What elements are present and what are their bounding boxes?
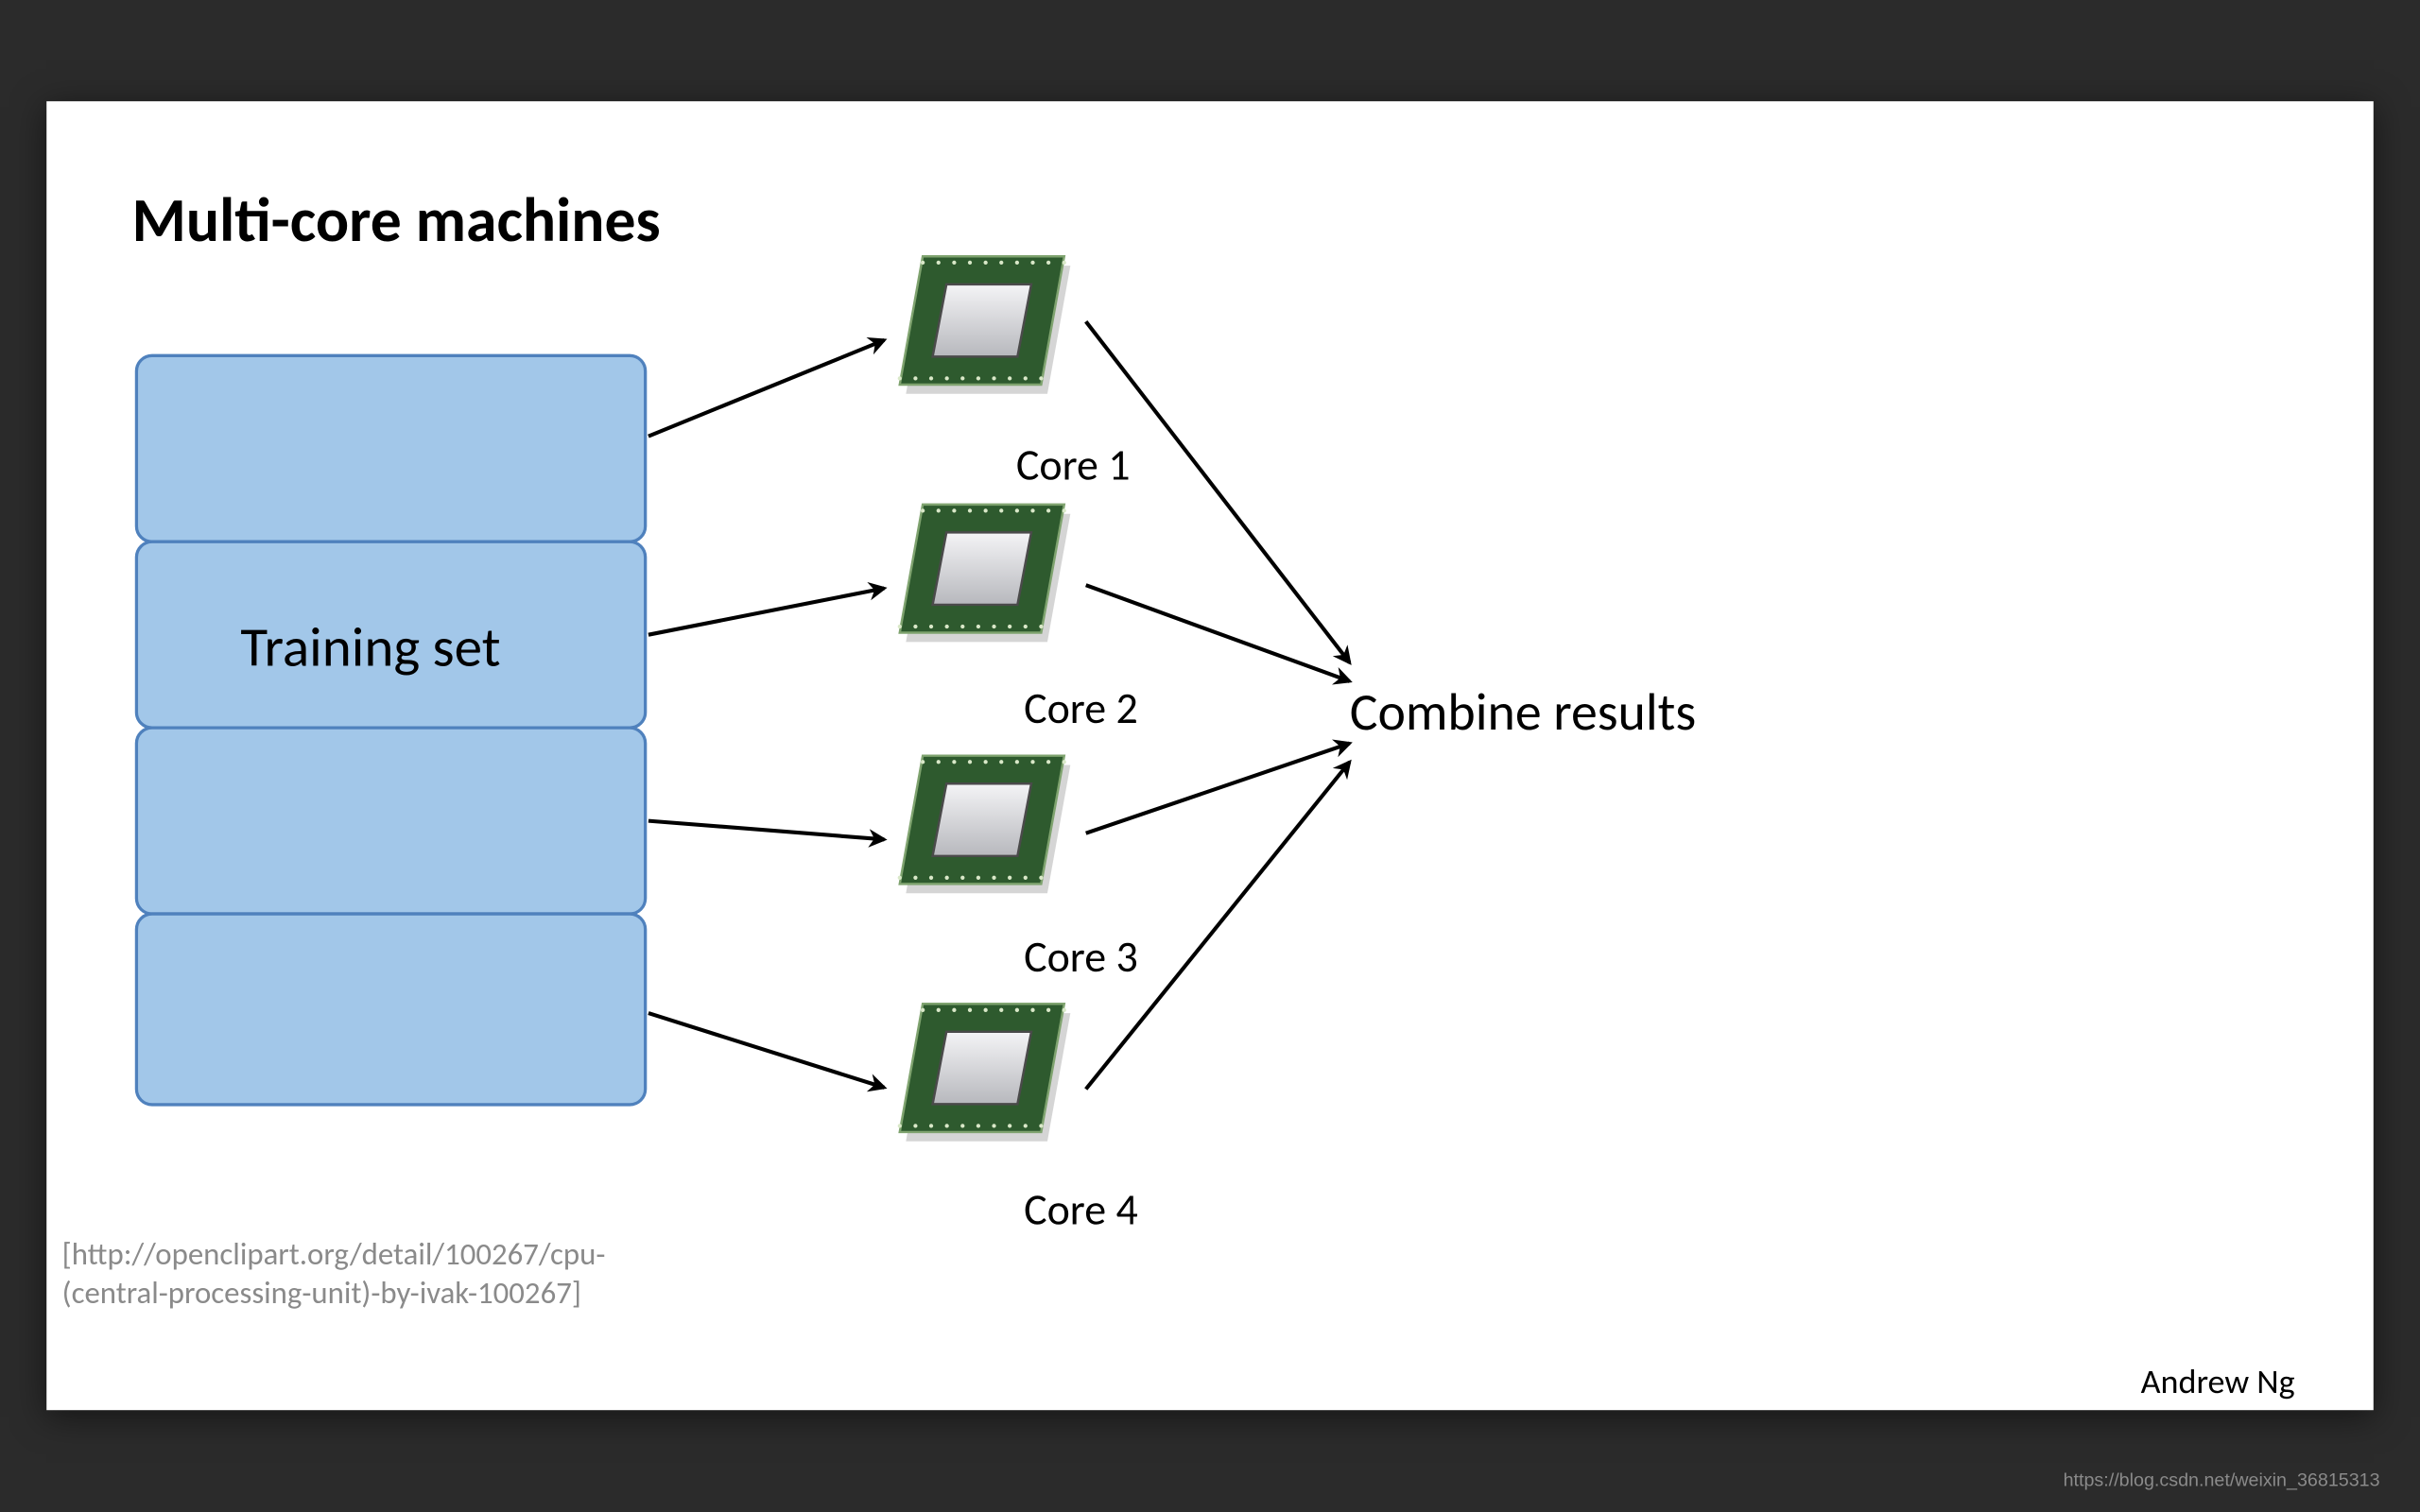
slide: Multi-core machines Training set Core 1 …	[46, 101, 2374, 1410]
combine-results-label: Combine results	[1350, 681, 1696, 745]
arrows-layer	[46, 101, 2374, 1410]
stage: Multi-core machines Training set Core 1 …	[0, 11, 2420, 1500]
attribution-line1: [http://openclipart.org/detail/100267/cp…	[62, 1237, 606, 1274]
author-label: Andrew Ng	[2141, 1361, 2295, 1402]
attribution-text: [http://openclipart.org/detail/100267/cp…	[62, 1237, 606, 1314]
attribution-line2: (central-processing-unit)-by-ivak-100267…	[62, 1276, 581, 1313]
watermark-text: https://blog.csdn.net/weixin_36815313	[2064, 1469, 2380, 1491]
